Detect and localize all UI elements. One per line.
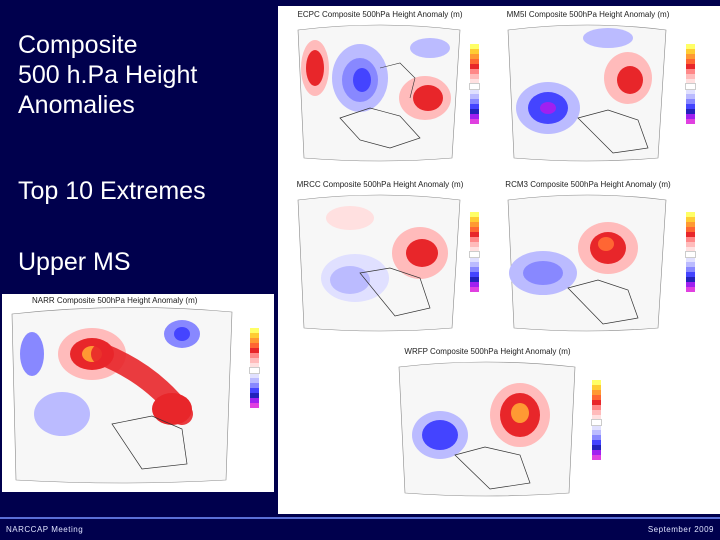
anomaly-map-rcm3 xyxy=(507,194,667,332)
map-panel-wrfp: WRFP Composite 500hPa Height Anomaly (m) xyxy=(385,345,590,503)
title-line-1: Composite xyxy=(18,31,138,59)
map-title-ecpc: ECPC Composite 500hPa Height Anomaly (m) xyxy=(297,10,463,19)
colorbar-ecpc xyxy=(469,44,480,124)
anomaly-map-mm5i xyxy=(507,24,667,162)
footer-right: September 2009 xyxy=(647,525,714,534)
map-title-mrcc: MRCC Composite 500hPa Height Anomaly (m) xyxy=(296,180,464,189)
anomaly-map-narr xyxy=(11,307,233,484)
map-panel-mrcc: MRCC Composite 500hPa Height Anomaly (m) xyxy=(280,178,480,338)
anomaly-map-ecpc xyxy=(297,24,461,162)
colorbar-wrfp xyxy=(591,380,602,460)
slide-title: Composite 500 h.Pa Height Anomalies xyxy=(18,30,268,120)
colorbar-mm5i xyxy=(685,44,696,124)
colorbar-rcm3 xyxy=(685,212,696,292)
title-line-2: 500 h.Pa Height xyxy=(18,61,198,89)
colorbar-mrcc xyxy=(469,212,480,292)
anomaly-map-mrcc xyxy=(297,194,461,332)
footer-divider xyxy=(0,517,720,519)
colorbar-narr xyxy=(249,328,260,408)
map-panel-rcm3: RCM3 Composite 500hPa Height Anomaly (m) xyxy=(498,178,678,338)
footer-left: NARCCAP Meeting xyxy=(6,525,84,534)
subtitle-top-extremes: Top 10 Extremes xyxy=(18,177,206,205)
title-line-3: Anomalies xyxy=(18,91,135,119)
map-panel-ecpc: ECPC Composite 500hPa Height Anomaly (m) xyxy=(280,8,480,168)
map-title-narr: NARR Composite 500hPa Height Anomaly (m) xyxy=(32,296,198,305)
map-panel-narr: NARR Composite 500hPa Height Anomaly (m) xyxy=(2,294,274,492)
map-title-mm5i: MM5I Composite 500hPa Height Anomaly (m) xyxy=(506,10,670,19)
map-panel-mm5i: MM5I Composite 500hPa Height Anomaly (m) xyxy=(498,8,678,168)
map-title-wrfp: WRFP Composite 500hPa Height Anomaly (m) xyxy=(404,347,571,356)
subtitle-region: Upper MS xyxy=(18,248,131,276)
map-title-rcm3: RCM3 Composite 500hPa Height Anomaly (m) xyxy=(505,180,671,189)
anomaly-map-wrfp xyxy=(398,361,576,497)
